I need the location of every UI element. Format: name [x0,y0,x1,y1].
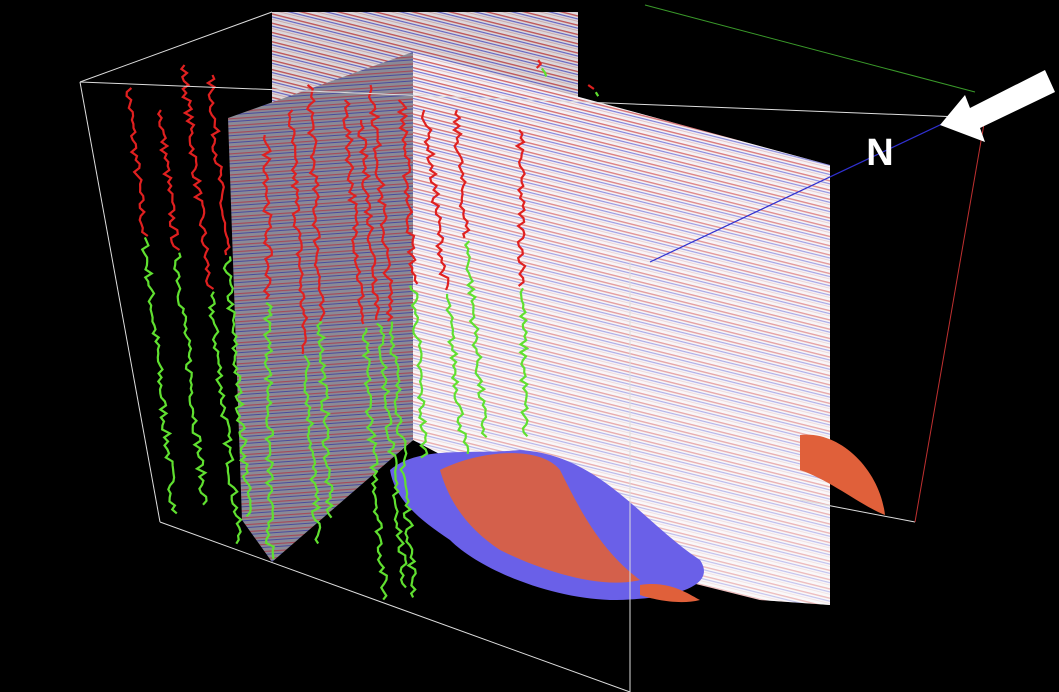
seismic-scene: N [0,0,1059,692]
page: N (() => { const data = JSON.parse(docum… [0,0,1059,692]
north-label: N [866,132,893,174]
